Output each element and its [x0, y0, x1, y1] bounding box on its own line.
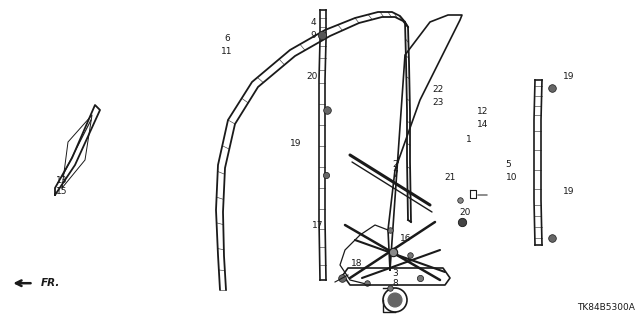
Text: 15: 15 [56, 188, 68, 196]
Text: 19: 19 [563, 188, 575, 196]
Text: 5: 5 [506, 160, 511, 169]
Text: 17: 17 [312, 221, 323, 230]
Text: 20: 20 [460, 208, 471, 217]
Text: 10: 10 [506, 173, 517, 182]
Text: 1: 1 [466, 135, 472, 144]
Text: 20: 20 [307, 72, 318, 81]
Text: 2: 2 [393, 160, 398, 169]
Text: 12: 12 [477, 108, 488, 116]
Text: 9: 9 [311, 31, 316, 40]
Text: 11: 11 [221, 47, 233, 56]
Text: 14: 14 [477, 120, 488, 129]
Text: FR.: FR. [40, 278, 60, 288]
Text: 13: 13 [56, 176, 68, 185]
Text: 7: 7 [393, 170, 398, 179]
Text: 8: 8 [392, 279, 398, 288]
Text: 6: 6 [225, 34, 230, 43]
Text: 19: 19 [290, 140, 301, 148]
Text: 16: 16 [400, 234, 412, 243]
Text: 4: 4 [311, 18, 316, 27]
Text: 21: 21 [445, 173, 456, 182]
Text: TK84B5300A: TK84B5300A [577, 303, 635, 312]
Text: 18: 18 [351, 260, 363, 268]
Circle shape [388, 293, 402, 307]
Text: 3: 3 [392, 269, 398, 278]
Text: 23: 23 [433, 98, 444, 107]
Text: 19: 19 [563, 72, 575, 81]
Text: 22: 22 [433, 85, 444, 94]
